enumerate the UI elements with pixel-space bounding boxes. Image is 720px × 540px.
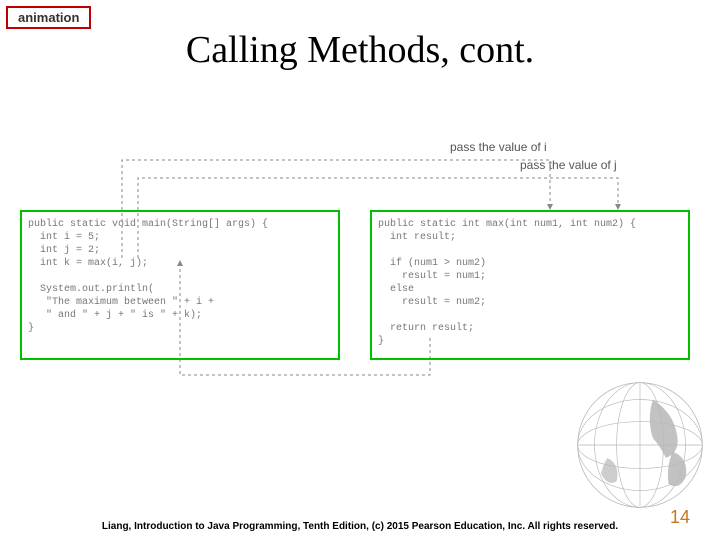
annotation-pass-i: pass the value of i xyxy=(450,140,547,154)
footer-citation: Liang, Introduction to Java Programming,… xyxy=(0,521,720,532)
diagram-area: pass the value of i pass the value of j … xyxy=(20,140,700,420)
globe-decoration xyxy=(575,380,705,510)
animation-badge: animation xyxy=(6,6,91,29)
page-number: 14 xyxy=(670,507,690,528)
annotation-pass-j: pass the value of j xyxy=(520,158,617,172)
main-method-code: public static void main(String[] args) {… xyxy=(28,218,332,335)
slide-title: Calling Methods, cont. xyxy=(0,28,720,72)
max-method-box: public static int max(int num1, int num2… xyxy=(370,210,690,360)
main-method-box: public static void main(String[] args) {… xyxy=(20,210,340,360)
max-method-code: public static int max(int num1, int num2… xyxy=(378,218,682,348)
